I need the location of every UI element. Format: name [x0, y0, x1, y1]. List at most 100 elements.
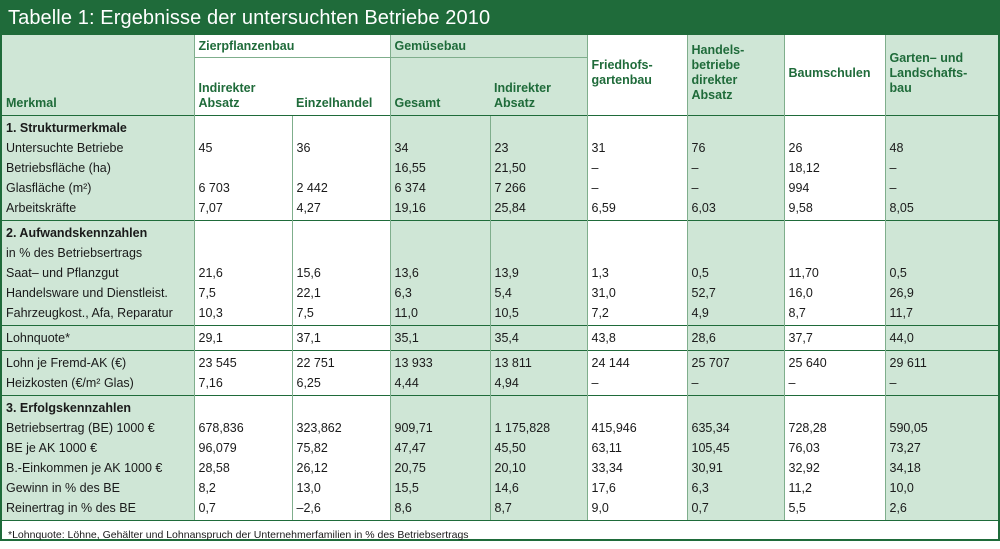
- row-value: 1 175,828: [494, 421, 551, 435]
- row-value: [890, 398, 995, 418]
- row-value: 4,9: [691, 306, 709, 320]
- cell-handel: 76 – – 6,03: [686, 115, 784, 221]
- cell-galabau: 0,5 26,9 11,7: [884, 220, 998, 326]
- row-label: Untersuchte Betriebe: [6, 141, 124, 155]
- row-value: 16,55: [394, 161, 426, 175]
- header-zier-indirekt: Indirekter Absatz: [193, 57, 292, 116]
- cell-galabau: 590,05 73,27 34,18 10,0 2,6: [884, 395, 998, 520]
- header-friedhofsgartenbau: Friedhofs-gartenbau: [586, 35, 687, 116]
- cell-zier-einzelhandel: 323,862 75,82 26,12 13,0 –2,6: [291, 395, 390, 520]
- row-value: [692, 398, 780, 418]
- row-value: 22 751: [296, 356, 335, 370]
- cell-zier-indirekt: 29,1: [193, 325, 292, 351]
- row-value: [297, 158, 386, 178]
- row-value: 17,6: [591, 481, 616, 495]
- cell-friedhof: 415,946 63,11 33,34 17,6 9,0: [586, 395, 687, 520]
- row-value: [395, 398, 486, 418]
- row-value: 32,92: [788, 461, 820, 475]
- row-value: [789, 243, 881, 263]
- row-value: 728,28: [788, 421, 827, 435]
- cell-handel: 0,5 52,7 4,9: [686, 220, 784, 326]
- row-value: 11,0: [394, 306, 418, 320]
- row-value: 45: [198, 141, 213, 155]
- row-value: 21,6: [198, 266, 223, 280]
- table-section: 3. Erfolgskennzahlen Betriebsertrag (BE) …: [2, 395, 998, 520]
- cell-label: Lohnquote*: [2, 325, 194, 351]
- row-label: 1. Strukturmerkmale: [6, 121, 127, 135]
- row-value: 13,9: [494, 266, 519, 280]
- row-value: [592, 223, 683, 243]
- row-value: [297, 118, 386, 138]
- row-value: 5,4: [494, 286, 512, 300]
- row-value: 23: [494, 141, 509, 155]
- row-value: 26,9: [889, 286, 914, 300]
- row-value: 6,25: [296, 376, 321, 390]
- row-value: 13,6: [394, 266, 419, 280]
- cell-zier-einzelhandel: 36 2 442 4,27: [291, 115, 390, 221]
- row-value: 31: [591, 141, 606, 155]
- row-value: 0,5: [691, 266, 709, 280]
- cell-zier-indirekt: 45 6 703 7,07: [193, 115, 292, 221]
- header-zier-einzelhandel: Einzelhandel: [292, 57, 390, 116]
- row-value: 37,1: [296, 331, 321, 345]
- row-value: 20,10: [494, 461, 526, 475]
- cell-label: 1. Strukturmerkmale Untersuchte Betriebe B…: [2, 115, 194, 221]
- row-value: 8,05: [889, 201, 914, 215]
- row-value: 44,0: [889, 331, 914, 345]
- row-value: 76: [691, 141, 706, 155]
- row-value: 1,3: [591, 266, 609, 280]
- row-value: 33,34: [591, 461, 623, 475]
- row-value: 10,0: [889, 481, 914, 495]
- header-group-zierpflanzenbau: Zierpflanzenbau: [193, 35, 390, 58]
- cell-label: 2. Aufwandskennzahlen in % des Betriebser…: [2, 220, 194, 326]
- results-table: Merkmal Zierpflanzenbau Gemüsebau Friedh…: [2, 35, 998, 520]
- row-label: 3. Erfolgskennzahlen: [6, 401, 132, 415]
- row-value: [692, 243, 780, 263]
- row-value: 18,12: [788, 161, 820, 175]
- row-value: 10,3: [198, 306, 223, 320]
- header-gem-indirekt: Indirekter Absatz: [490, 57, 587, 116]
- cell-zier-indirekt: 23 545 7,16: [193, 350, 292, 396]
- cell-handel: 25 707 –: [686, 350, 784, 396]
- row-value: 96,079: [198, 441, 237, 455]
- row-value: [789, 398, 881, 418]
- cell-galabau: 29 611 –: [884, 350, 998, 396]
- cell-baumschulen: 728,28 76,03 32,92 11,2 5,5: [783, 395, 885, 520]
- cell-baumschulen: 37,7: [783, 325, 885, 351]
- header-handelsbetriebe: Handels-betriebe direkter Absatz: [686, 35, 784, 116]
- row-label: Lohnquote*: [6, 331, 70, 345]
- row-value: 34,18: [889, 461, 921, 475]
- row-value: 14,6: [494, 481, 519, 495]
- row-value: 63,11: [591, 441, 622, 455]
- row-label: BE je AK 1000 €: [6, 441, 98, 455]
- row-value: 13 811: [494, 356, 532, 370]
- row-value: 43,8: [591, 331, 616, 345]
- row-value: [692, 118, 780, 138]
- row-label: Saat– und Pflanzgut: [6, 266, 119, 280]
- table-section: Lohnquote* 29,1 37,1 35,1 35,4 43,8 28,6 37,7 44…: [2, 325, 998, 351]
- row-value: 15,5: [394, 481, 419, 495]
- cell-handel: 28,6: [686, 325, 784, 351]
- row-value: 21,50: [494, 161, 526, 175]
- row-value: 13 933: [394, 356, 433, 370]
- cell-gem-gesamt: 13 933 4,44: [389, 350, 490, 396]
- cell-friedhof: 31 – – 6,59: [586, 115, 687, 221]
- row-value: 37,7: [788, 331, 813, 345]
- row-value: –: [591, 376, 599, 390]
- cell-zier-indirekt: 21,6 7,5 10,3: [193, 220, 292, 326]
- row-label: Lohn je Fremd-AK (€): [6, 356, 127, 370]
- table-section: Lohn je Fremd-AK (€) Heizkosten (€/m² Gla…: [2, 350, 998, 396]
- cell-baumschulen: 25 640 –: [783, 350, 885, 396]
- row-value: 8,7: [494, 501, 512, 515]
- cell-gem-indirekt: 13 811 4,94: [489, 350, 587, 396]
- row-value: [592, 118, 683, 138]
- row-value: 4,27: [296, 201, 321, 215]
- row-value: [495, 398, 583, 418]
- row-value: 28,6: [691, 331, 716, 345]
- row-value: [592, 243, 683, 263]
- row-label: Betriebsertrag (BE) 1000 €: [6, 421, 155, 435]
- header-group-gemuesebau: Gemüsebau: [389, 35, 587, 58]
- row-value: [495, 118, 583, 138]
- row-value: 6 374: [394, 181, 426, 195]
